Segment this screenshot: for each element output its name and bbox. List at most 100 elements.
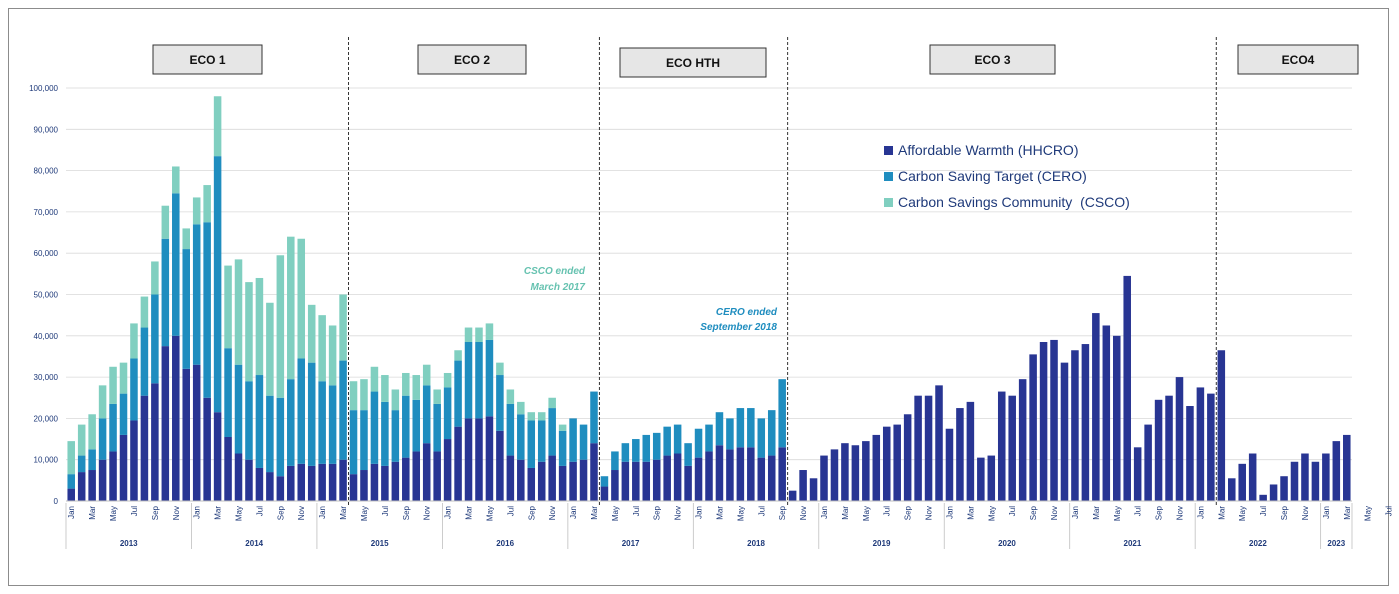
bar-segment-cero (579, 424, 588, 460)
bar-segment-hhcro (1060, 362, 1069, 501)
bar-segment-hhcro (1154, 399, 1163, 501)
legend-item-csco: Carbon Savings Community (CSCO) (884, 194, 1130, 210)
bar-segment-hhcro (652, 459, 661, 501)
x-tick-label: Jul (883, 506, 892, 516)
bar-segment-cero (130, 358, 138, 421)
bar-segment-hhcro (548, 455, 556, 501)
y-tick-label: 80,000 (34, 167, 59, 176)
bar-segment-cero (736, 408, 745, 448)
bar-segment-hhcro (590, 443, 598, 501)
bar-segment-cero (88, 449, 96, 471)
bar-segment-hhcro (287, 465, 295, 501)
bar-segment-hhcro (119, 434, 128, 501)
bar-segment-hhcro (443, 439, 452, 501)
bar-segment-hhcro (360, 470, 368, 501)
legend-item-cero: Carbon Saving Target (CERO) (884, 168, 1087, 184)
x-tick-label: Jan (444, 506, 453, 519)
bar-segment-csco (276, 255, 285, 398)
bar-segment-cero (245, 381, 253, 460)
bar-segment-csco (318, 315, 326, 382)
bar-segment-hhcro (893, 424, 901, 501)
bar-segment-csco (192, 197, 201, 225)
year-label: 2020 (998, 539, 1016, 548)
bar-segment-hhcro (862, 441, 870, 501)
bar-segment-cero (475, 342, 483, 419)
bar-segment-hhcro (987, 455, 996, 501)
bar-segment-cero (537, 420, 546, 462)
annotation-csco-ended: CSCO ended March 2017 (524, 266, 586, 293)
bar-segment-cero (328, 385, 337, 464)
bar-segment-hhcro (799, 470, 807, 501)
x-tick-label: Sep (1280, 505, 1289, 520)
bar-segment-csco (67, 441, 75, 475)
bar-segment-hhcro (600, 486, 609, 501)
bar-segment-hhcro (767, 455, 776, 501)
bar-segment-hhcro (1175, 377, 1184, 501)
bar-segment-cero (391, 410, 400, 462)
bar-segment-csco (266, 302, 274, 396)
bar-segment-cero (318, 381, 326, 464)
x-tick-label: Sep (151, 505, 160, 520)
bar-segment-hhcro (747, 447, 755, 501)
bar-segment-cero (297, 358, 306, 464)
bar-segment-hhcro (673, 453, 682, 501)
bar-segment-csco (506, 389, 515, 404)
legend-item-hhcro: Affordable Warmth (HHCRO) (884, 142, 1078, 158)
bar-segment-hhcro (1269, 484, 1278, 501)
bar-segment-hhcro (914, 395, 922, 501)
bar-segment-csco (213, 96, 222, 157)
bar-segment-hhcro (788, 490, 797, 501)
bar-segment-csco (130, 323, 138, 359)
bar-segment-hhcro (381, 465, 389, 501)
legend-swatch (884, 146, 893, 155)
bar-segment-hhcro (1332, 441, 1341, 501)
y-tick-label: 50,000 (34, 291, 59, 300)
bar-segment-hhcro (715, 445, 724, 501)
x-tick-label: Sep (276, 505, 285, 520)
bar-segment-hhcro (224, 436, 232, 501)
x-tick-label: Jul (632, 506, 641, 516)
bar-segment-csco (402, 372, 410, 396)
x-tick-label: Sep (1155, 505, 1164, 520)
bar-segment-csco (537, 412, 546, 421)
phase-label-text: ECO4 (1282, 53, 1315, 67)
bar-segment-csco (182, 228, 190, 250)
bar-segment-hhcro (109, 451, 117, 501)
bar-segment-hhcro (663, 455, 671, 501)
bar-segment-hhcro (1071, 350, 1079, 501)
x-tick-label: Jan (820, 506, 829, 519)
bar-segment-hhcro (1343, 434, 1351, 501)
bar-segment-hhcro (1092, 313, 1100, 501)
x-tick-label: Nov (172, 506, 181, 520)
x-tick-label: Sep (527, 505, 536, 520)
bar-segment-csco (548, 397, 556, 409)
x-tick-label: May (1238, 506, 1247, 521)
bar-segment-hhcro (694, 457, 703, 501)
x-tick-label: Nov (297, 506, 306, 520)
bar-segment-hhcro (872, 434, 881, 501)
bar-segment-cero (433, 403, 441, 452)
bar-segment-cero (412, 399, 421, 452)
bar-segment-hhcro (736, 447, 745, 501)
phase-dividers (348, 37, 1217, 505)
bar-segment-hhcro (1311, 461, 1320, 501)
bar-segment-hhcro (632, 461, 640, 501)
bar-segment-hhcro (234, 453, 243, 501)
bar-segment-hhcro (255, 467, 264, 501)
bar-segment-hhcro (1018, 379, 1027, 501)
bar-segment-cero (213, 156, 222, 413)
bar-segment-hhcro (1196, 387, 1205, 501)
phase-label-text: ECO HTH (666, 56, 720, 70)
bar-segment-hhcro (475, 418, 483, 501)
bar-segment-hhcro (297, 463, 306, 501)
x-tick-label: Sep (653, 505, 662, 520)
bar-segment-hhcro (1248, 453, 1257, 501)
bar-segment-cero (360, 410, 368, 471)
bar-segment-cero (255, 375, 264, 468)
bar-segment-hhcro (130, 420, 138, 501)
bar-segment-hhcro (569, 461, 577, 501)
phase-label-eco2: ECO 2 (417, 44, 527, 75)
bar-segment-csco (77, 424, 86, 456)
x-tick-label: Sep (402, 505, 411, 520)
